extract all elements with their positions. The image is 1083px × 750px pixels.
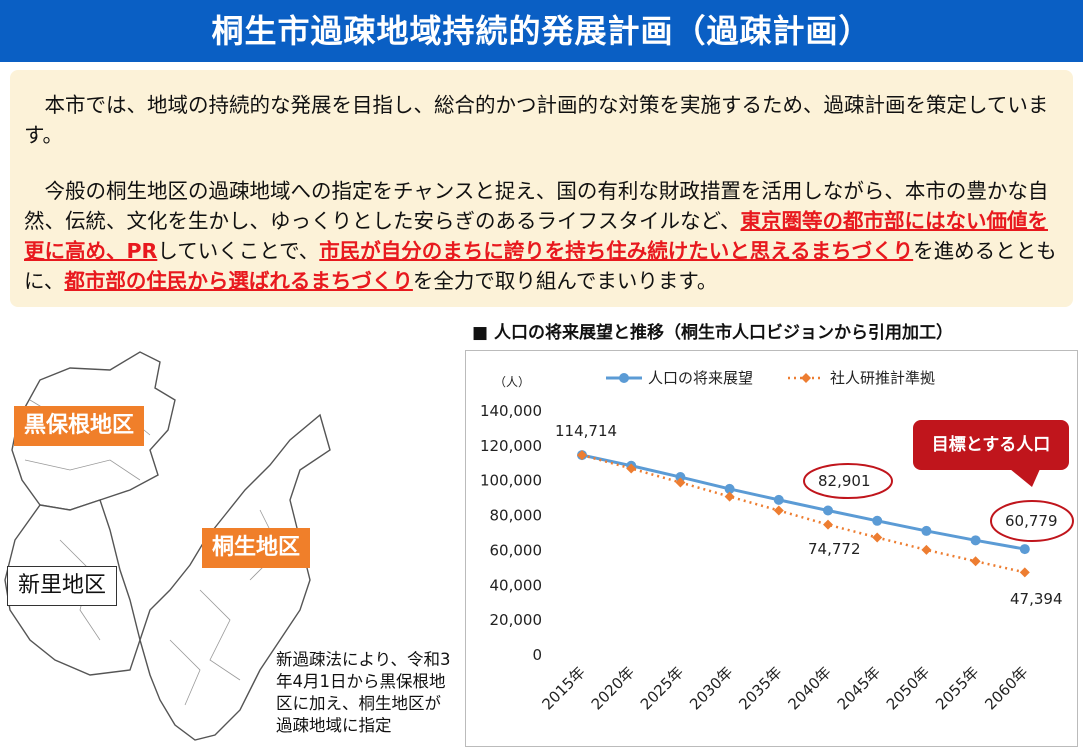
point-vision [724,483,735,494]
point-vision [1019,544,1030,555]
point-ipss [773,505,784,516]
point-ipss [724,491,735,502]
chart-frame [465,350,1078,747]
point-vision [970,535,981,546]
point-vision [823,505,833,516]
x-tick-label: 2020年 [588,663,638,713]
target-badge: 目標とする人口 [913,420,1069,470]
point-ipss [1019,567,1030,578]
intro-paragraph-2: 今般の桐生地区の過疎地域への指定をチャンスと捉え、国の有利な財政措置を活用しなが… [24,176,1059,296]
population-chart: （人） 0 20,000 40,000 60,000 80,000 100,000 120,0… [480,369,1074,713]
data-label-2040-ipss: 74,772 [808,540,861,558]
y-tick-label: 100,000 [480,472,542,490]
target-badge-pointer [1010,469,1040,487]
data-label-2040-vision: 82,901 [818,472,871,490]
point-ipss [577,450,587,461]
y-tick-label: 80,000 [490,507,543,525]
point-ipss [675,477,686,488]
x-tick-label: 2050年 [883,663,933,713]
intro-text-2d: を全力で取り組んでまいります。 [412,269,718,293]
intro-paragraph-1: 本市では、地域の持続的な発展を目指し、総合的かつ計画的な対策を実施するため、過疎… [24,90,1059,150]
point-vision [872,515,883,526]
series-line-vision [581,453,1026,551]
data-label-2060-vision: 60,779 [1005,512,1058,530]
point-vision [773,494,784,505]
point-ipss [970,556,981,567]
x-tick-label: 2045年 [834,663,884,713]
highlight-ring-2060 [990,500,1074,542]
data-label-2060-ipss: 47,394 [1010,590,1063,608]
y-tick-label: 0 [532,646,542,664]
x-tick-label: 2035年 [735,663,785,713]
point-ipss [921,544,932,555]
intro-box [10,70,1073,307]
highlight-chosen: 都市部の住民から選ばれるまちづくり [64,269,413,293]
x-tick-label: 2030年 [686,663,736,713]
x-tick-label: 2025年 [637,663,687,713]
y-unit-label: （人） [494,375,530,389]
highlight-ring-2040 [803,463,893,499]
map-note: 新過疎法により、令和3年4月1日から黒保根地区に加え、桐生地区が過疎地域に指定 [276,650,451,735]
map-label-kiryu: 桐生地区 [202,528,311,568]
point-ipss [626,463,637,474]
x-tick-label: 2040年 [784,663,834,713]
y-tick-label: 40,000 [490,576,543,594]
chart-section-title: ■ 人口の将来展望と推移（桐生市人口ビジョンから引用加工） [472,323,953,343]
y-tick-label: 20,000 [490,611,543,629]
x-tick-label: 2015年 [538,663,588,713]
point-ipss [872,532,883,543]
point-vision [675,472,686,483]
legend-marker-ipss [801,373,811,383]
intro-text-2c: を進めるとともに、 [24,239,1057,293]
intro-text-2a: 今般の桐生地区の過疎地域への指定をチャンスと捉え、国の有利な財政措置を活用しなが… [24,179,1049,233]
point-vision [921,525,932,536]
y-tick-label: 140,000 [480,402,542,420]
data-label-2015: 114,714 [555,422,617,440]
legend-label-vision: 人口の将来展望 [648,369,753,387]
highlight-pride: 市民が自分のまちに誇りを持ち住み続けたいと思えるまちづくり [319,239,914,263]
title-banner [0,0,1083,62]
intro-text-2b: していくことで、 [157,239,320,263]
map-label-niisato: 新里地区 [7,566,118,606]
x-tick-label: 2060年 [981,663,1031,713]
legend-label-ipss: 社人研推計準拠 [830,369,935,387]
intro-text-1: 本市では、地域の持続的な発展を目指し、総合的かつ計画的な対策を実施するため、過疎… [24,93,1049,147]
series-line-ipss [581,453,1026,574]
legend-marker-vision [619,373,629,383]
page-title: 桐生市過疎地域持続的発展計画（過疎計画） [211,12,872,50]
y-tick-label: 120,000 [480,437,542,455]
map-label-kurohone: 黒保根地区 [14,406,145,446]
y-tick-label: 60,000 [490,541,543,559]
point-ipss [823,519,833,530]
highlight-value: 東京圏等の都市部にはない価値を更に高め、PR [24,209,1048,263]
x-tick-label: 2055年 [932,663,982,713]
